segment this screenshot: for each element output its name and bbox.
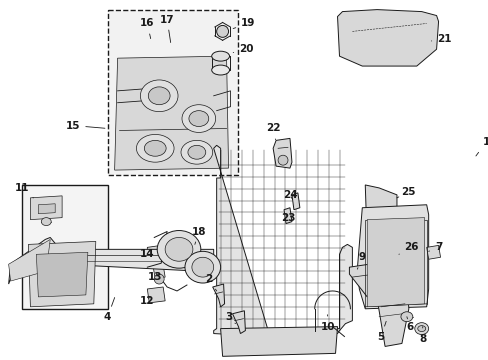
Ellipse shape (182, 105, 215, 132)
Text: 9: 9 (357, 252, 365, 269)
Polygon shape (9, 239, 50, 281)
Polygon shape (337, 10, 438, 66)
Ellipse shape (400, 312, 412, 322)
Bar (107, 10, 238, 175)
Polygon shape (212, 284, 224, 307)
Text: 24: 24 (282, 190, 297, 200)
Text: 14: 14 (140, 249, 154, 259)
Polygon shape (28, 242, 96, 307)
Ellipse shape (414, 323, 428, 334)
Polygon shape (114, 56, 228, 170)
Polygon shape (284, 208, 291, 224)
Text: 19: 19 (233, 18, 255, 28)
Polygon shape (220, 327, 337, 356)
Circle shape (154, 274, 164, 284)
Text: 13: 13 (148, 272, 162, 282)
Polygon shape (376, 284, 408, 346)
Polygon shape (365, 185, 396, 254)
Polygon shape (357, 205, 428, 309)
Polygon shape (147, 246, 161, 259)
Polygon shape (147, 287, 165, 303)
Ellipse shape (157, 230, 201, 268)
Text: 3: 3 (224, 312, 235, 324)
Ellipse shape (136, 134, 174, 162)
Ellipse shape (144, 140, 166, 156)
Text: 1: 1 (475, 138, 488, 156)
Text: 16: 16 (140, 18, 154, 39)
Text: 7: 7 (428, 242, 441, 252)
Text: 10: 10 (320, 315, 334, 332)
Ellipse shape (184, 251, 220, 283)
Polygon shape (426, 246, 440, 259)
Polygon shape (291, 193, 299, 210)
Ellipse shape (41, 218, 51, 226)
Polygon shape (153, 265, 165, 279)
Ellipse shape (188, 111, 208, 126)
Polygon shape (36, 252, 88, 297)
Text: 26: 26 (398, 242, 418, 254)
Text: 22: 22 (265, 123, 280, 140)
Ellipse shape (140, 80, 178, 112)
Text: 4: 4 (104, 297, 114, 322)
Ellipse shape (211, 51, 229, 61)
Polygon shape (213, 145, 352, 337)
Text: 18: 18 (191, 226, 205, 244)
Ellipse shape (211, 65, 229, 75)
Text: 5: 5 (377, 321, 386, 342)
Polygon shape (9, 238, 213, 284)
Text: 6: 6 (406, 317, 413, 332)
Text: 21: 21 (430, 34, 451, 44)
Text: 11: 11 (15, 183, 33, 198)
Ellipse shape (417, 326, 425, 332)
Polygon shape (366, 218, 424, 307)
Circle shape (216, 26, 228, 37)
Text: 12: 12 (140, 296, 154, 306)
Ellipse shape (187, 145, 205, 159)
Ellipse shape (148, 87, 170, 105)
Ellipse shape (165, 238, 192, 261)
Circle shape (278, 155, 287, 165)
Text: 23: 23 (280, 213, 295, 222)
Polygon shape (30, 196, 62, 220)
Ellipse shape (181, 140, 212, 164)
Bar (22, 185, 107, 309)
Polygon shape (232, 311, 245, 334)
Text: 8: 8 (418, 327, 426, 343)
Text: 2: 2 (204, 274, 216, 291)
Text: 20: 20 (233, 44, 253, 54)
Text: 15: 15 (65, 121, 105, 131)
Polygon shape (349, 264, 371, 297)
Ellipse shape (191, 257, 213, 277)
Polygon shape (38, 204, 55, 214)
Text: 17: 17 (160, 14, 174, 42)
Text: 25: 25 (396, 187, 415, 198)
Polygon shape (273, 138, 291, 168)
